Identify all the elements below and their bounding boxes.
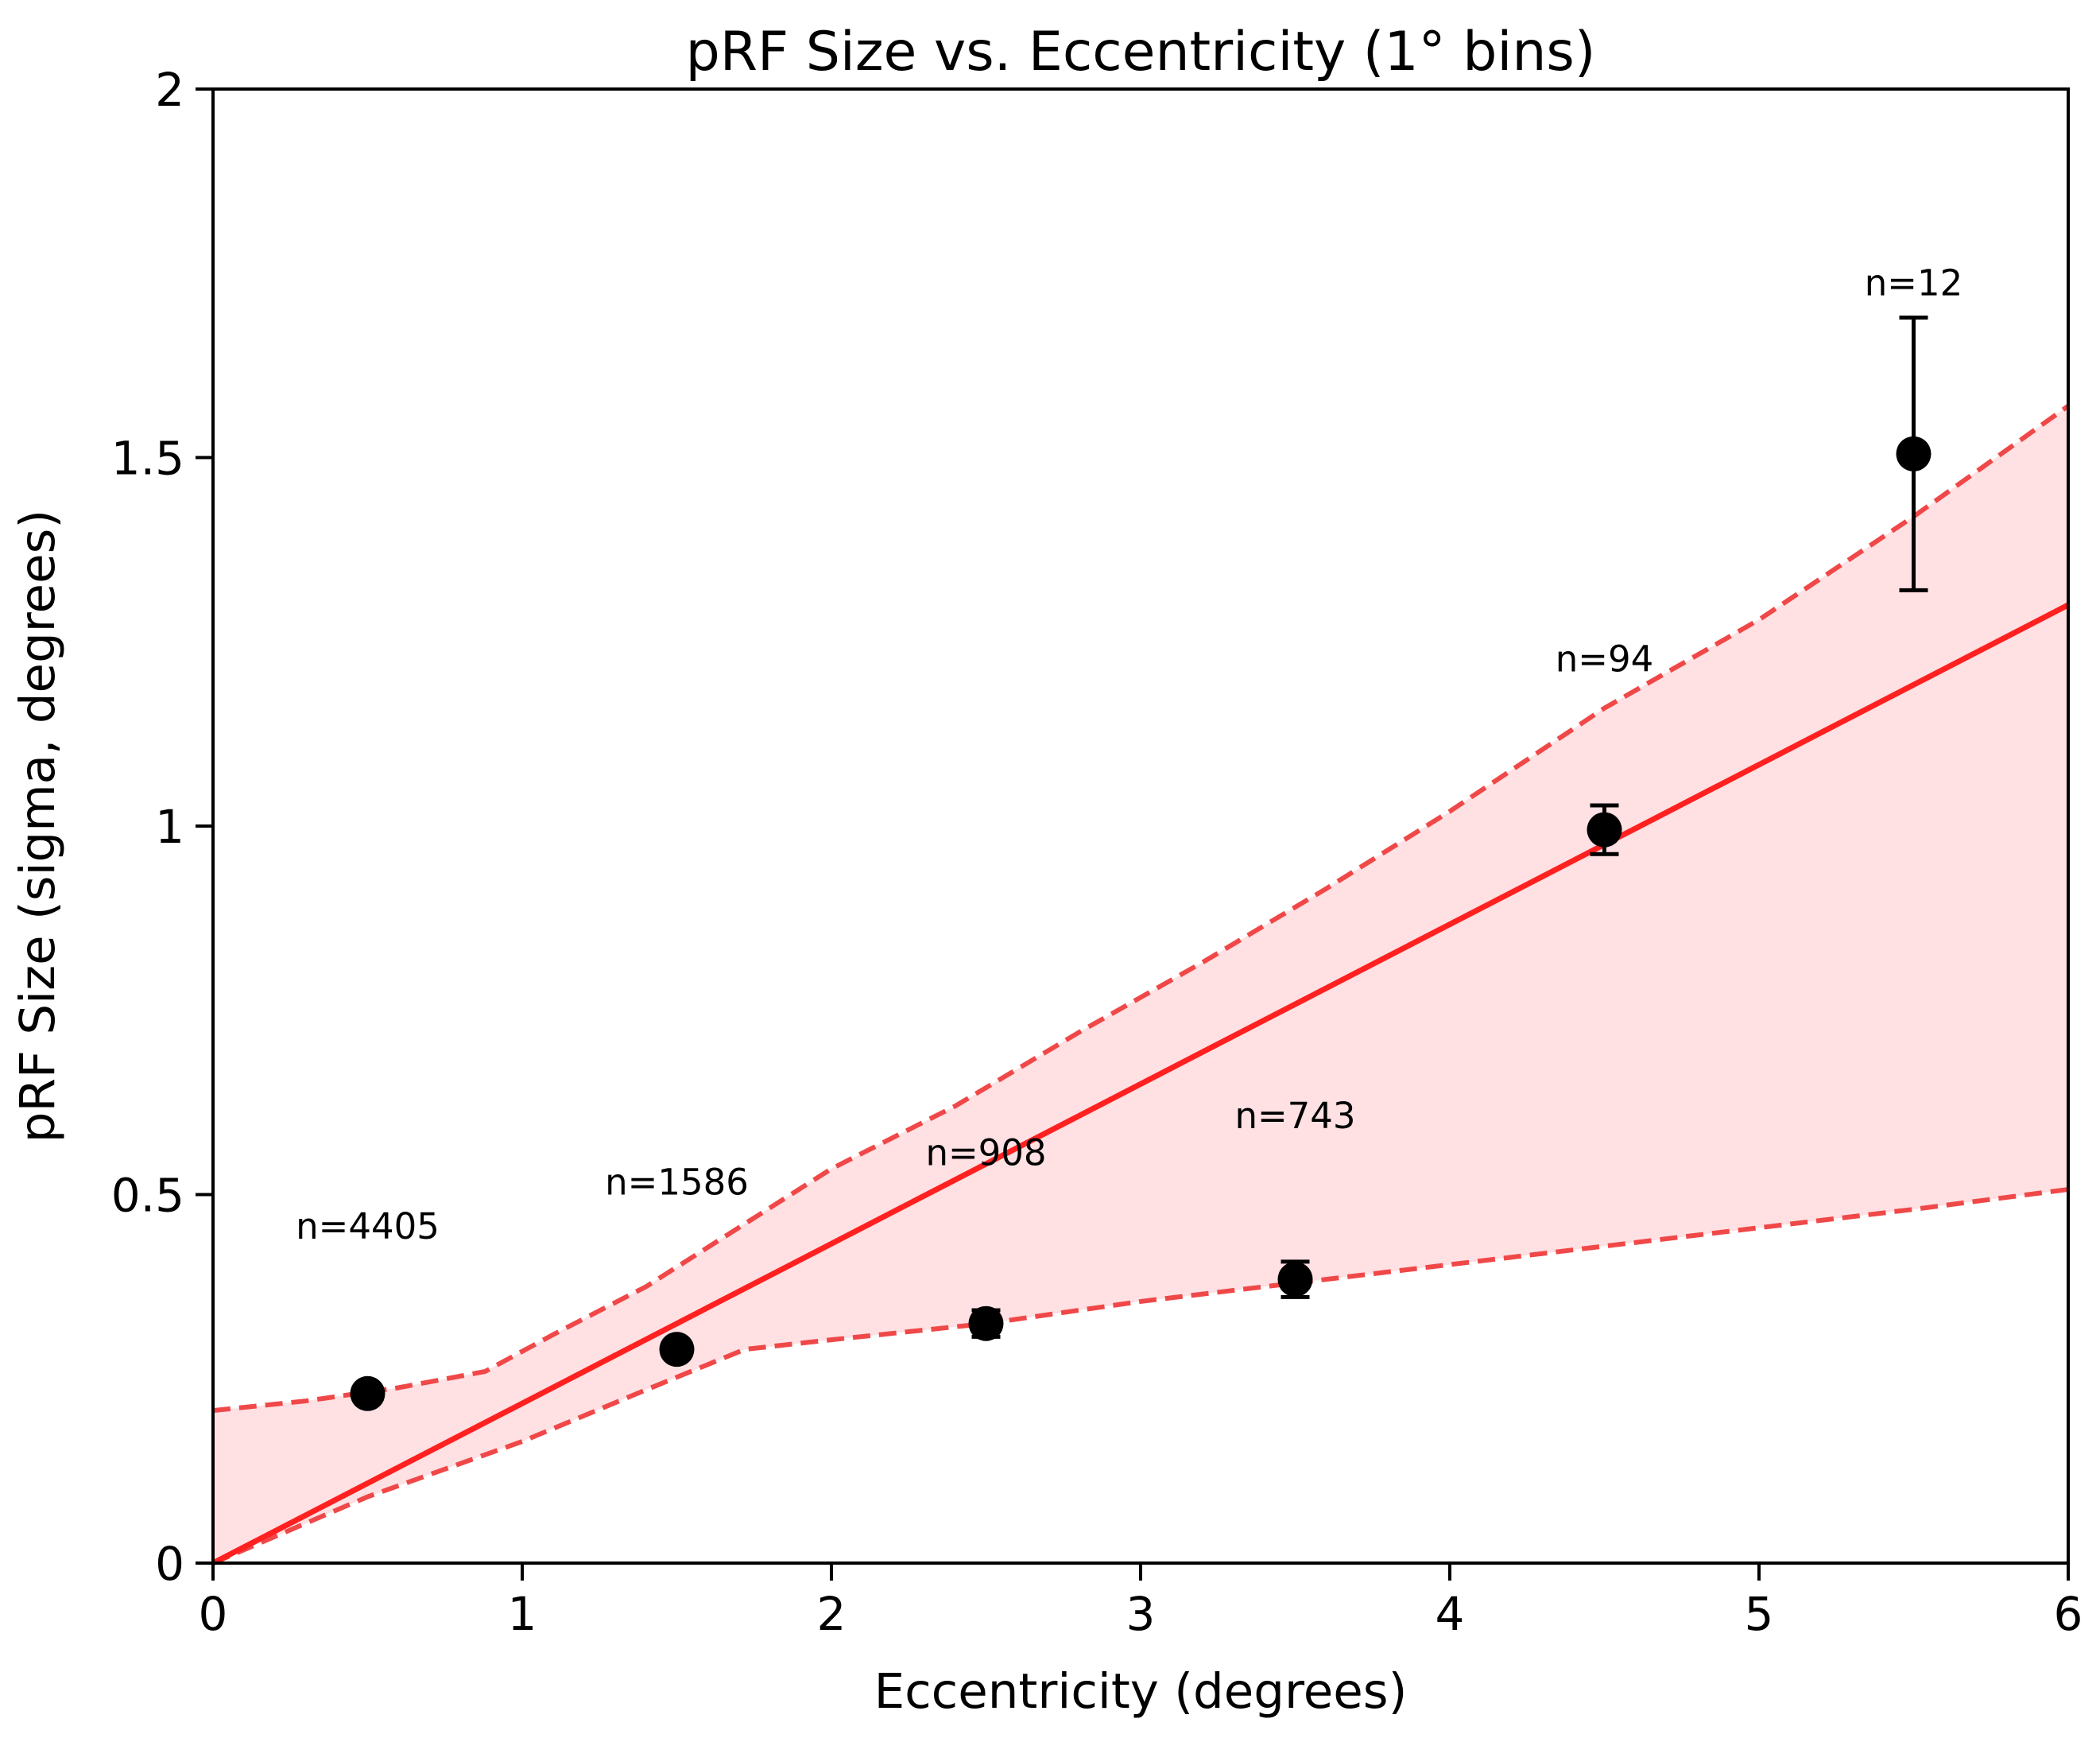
count-annotation: n=1586 [605,1162,749,1204]
count-annotation: n=12 [1865,262,1963,305]
x-axis-label: Eccentricity (degrees) [874,1663,1408,1720]
x-tick-label: 5 [1745,1587,1774,1641]
data-point [1587,812,1622,848]
fit-line-group [211,602,2070,1566]
y-axis-ticks: 0 0.5 1 1.5 2 [111,63,213,1591]
x-tick-label: 2 [817,1587,847,1641]
count-annotation: n=4405 [296,1205,440,1247]
y-axis-label: pRF Size (sigma, degrees) [10,510,66,1143]
data-points [350,436,1931,1411]
data-point [968,1305,1004,1341]
data-point [659,1332,695,1368]
data-point [350,1375,386,1411]
lower-bound-line [211,1187,2069,1565]
y-tick-label: 0 [155,1537,184,1591]
count-annotations: n=4405 n=1586 n=908 n=743 n=94 n=12 [296,262,1962,1248]
count-annotation: n=94 [1556,638,1654,680]
x-tick-label: 6 [2054,1587,2083,1641]
y-tick-label: 2 [155,63,184,117]
x-tick-label: 0 [199,1587,228,1641]
y-tick-label: 1 [155,800,184,854]
data-point [1277,1262,1313,1298]
x-tick-label: 3 [1126,1587,1156,1641]
count-annotation: n=743 [1234,1095,1355,1137]
x-tick-label: 4 [1436,1587,1465,1641]
confidence-band [211,404,2070,1565]
x-axis-ticks: 0 1 2 3 4 5 6 [199,1563,2083,1641]
y-tick-label: 0.5 [111,1169,184,1223]
count-annotation: n=908 [925,1131,1046,1174]
y-tick-label: 1.5 [111,432,184,486]
data-point [1896,436,1931,471]
upper-bound-line [212,404,2070,1414]
confidence-band-fill [213,405,2068,1563]
x-tick-label: 1 [508,1587,537,1641]
fit-line [211,602,2070,1566]
chart-title: pRF Size vs. Eccentricity (1° bins) [686,21,1596,83]
